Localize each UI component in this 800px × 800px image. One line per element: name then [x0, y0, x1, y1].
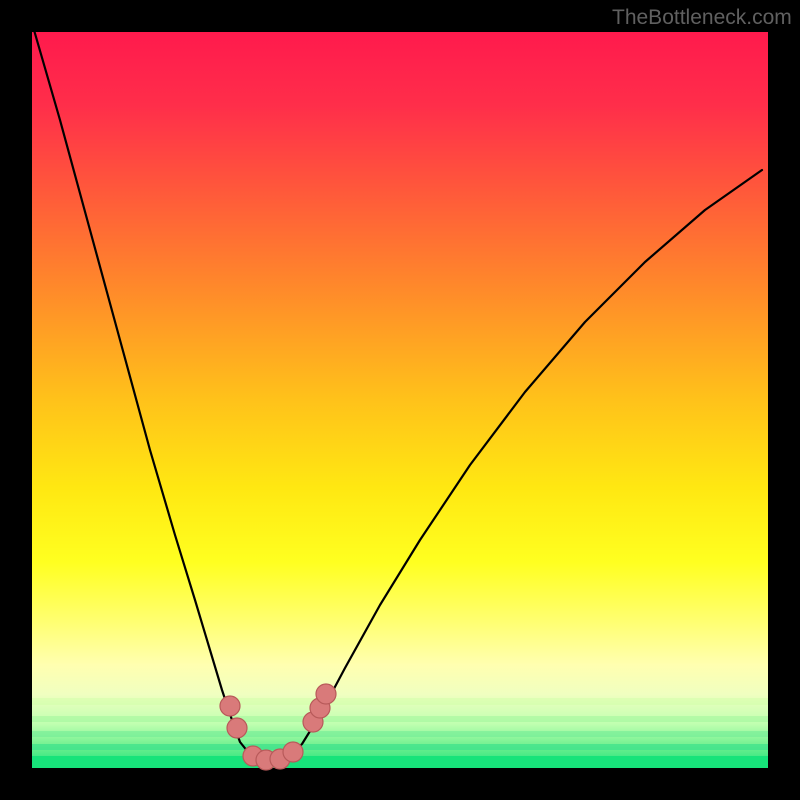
bottleneck-curve: [34, 30, 762, 760]
curve-layer: [32, 32, 768, 768]
data-marker: [227, 718, 247, 738]
data-marker: [283, 742, 303, 762]
plot-area: [32, 32, 768, 768]
data-marker: [316, 684, 336, 704]
data-marker: [220, 696, 240, 716]
watermark-text: TheBottleneck.com: [612, 6, 792, 30]
